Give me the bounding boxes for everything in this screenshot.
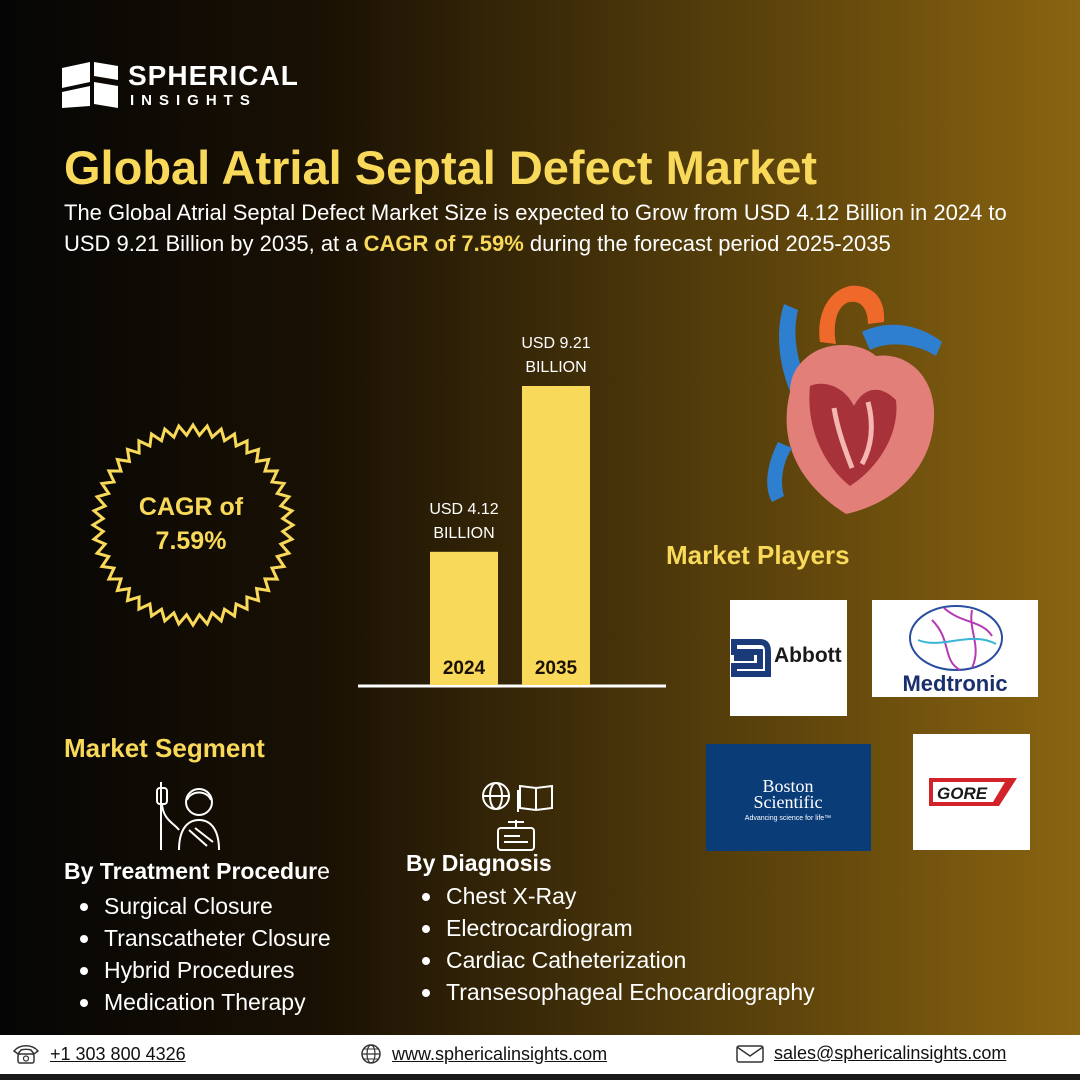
footer-bottom-bar (0, 1074, 1080, 1080)
page-title: Global Atrial Septal Defect Market (64, 141, 818, 194)
phone-number: +1 303 800 4326 (50, 1043, 186, 1064)
boston-scientific-logo: Boston Scientific Advancing science for … (706, 744, 871, 851)
description-text: The Global Atrial Septal Defect Market S… (64, 200, 1007, 256)
email-link[interactable]: sales@sphericalinsights.com (736, 1043, 1006, 1064)
bar-value-label: USD 9.21 (521, 335, 590, 352)
phone-link[interactable]: +1 303 800 4326 (12, 1043, 186, 1065)
bar-value-label: USD 4.12 (429, 501, 498, 518)
abbott-wordmark: Abbott (774, 644, 842, 667)
cagr-value: 7.59% (155, 527, 227, 555)
boston-tagline: Advancing science for life™ (745, 815, 831, 822)
treatment-procedure-list: Surgical Closure Transcatheter Closure H… (80, 890, 331, 1018)
treatment-heading-last: e (317, 858, 330, 884)
description-text-end: during the forecast period 2025-2035 (523, 231, 891, 256)
globe-icon (361, 1044, 381, 1064)
cagr-starburst-icon (90, 422, 296, 628)
heart-illustration-icon (767, 285, 942, 514)
mail-icon (736, 1044, 764, 1063)
list-item: Chest X-Ray (422, 880, 815, 912)
brand-logo: SPHERICAL INSIGHTS (62, 60, 302, 110)
bar-category-label: 2024 (443, 658, 486, 679)
diagnosis-list: Chest X-Ray Electrocardiogram Cardiac Ca… (422, 880, 815, 1008)
list-item: Hybrid Procedures (80, 954, 331, 986)
market-size-bar-chart: 2024 USD 4.12 BILLION 2035 USD 9.21 BILLION (358, 335, 666, 688)
market-players-title: Market Players (666, 540, 850, 570)
spherical-insights-logo-icon (62, 62, 118, 108)
boston-wordmark-1: Boston (762, 776, 813, 796)
contact-footer: +1 303 800 4326 www.sphericalinsights.co… (0, 1035, 1080, 1080)
website-link[interactable]: www.sphericalinsights.com (360, 1043, 607, 1065)
email-address: sales@sphericalinsights.com (774, 1043, 1007, 1063)
medtronic-logo: Medtronic (872, 600, 1038, 697)
treatment-heading-main: By Treatment Procedur (64, 858, 318, 884)
list-item: Cardiac Catheterization (422, 944, 815, 976)
phone-icon (12, 1045, 40, 1064)
bar-category-label: 2035 (535, 658, 578, 679)
gore-logo: GORE (913, 734, 1030, 850)
list-item: Transesophageal Echocardiography (422, 976, 815, 1008)
patient-iv-icon (156, 782, 220, 851)
market-segment-title: Market Segment (64, 733, 265, 763)
bar-value-label: BILLION (433, 525, 494, 542)
brand-subname: INSIGHTS (130, 92, 257, 109)
bar-2024 (430, 551, 498, 685)
website-url: www.sphericalinsights.com (392, 1043, 608, 1064)
diagnosis-globe-book-icon (482, 782, 553, 851)
list-item: Electrocardiogram (422, 912, 815, 944)
list-item: Transcatheter Closure (80, 922, 331, 954)
abbott-logo: Abbott (730, 600, 847, 716)
bar-2035 (522, 386, 590, 685)
diagnosis-heading: By Diagnosis (406, 850, 552, 876)
cagr-badge-text: CAGR of 7.59% (88, 490, 294, 558)
treatment-procedure-heading: By Treatment Procedure (64, 858, 330, 885)
market-description: The Global Atrial Septal Defect Market S… (64, 197, 1024, 259)
bar-value-label: BILLION (525, 359, 586, 376)
boston-wordmark-2: Scientific (754, 792, 823, 812)
list-item: Medication Therapy (80, 986, 331, 1018)
list-item: Surgical Closure (80, 890, 331, 922)
cagr-label: CAGR of (138, 493, 244, 521)
medtronic-wordmark: Medtronic (902, 671, 1007, 696)
description-highlight: CAGR of 7.59% (363, 231, 524, 256)
gore-wordmark: GORE (937, 784, 988, 803)
brand-name: SPHERICAL (128, 60, 299, 91)
